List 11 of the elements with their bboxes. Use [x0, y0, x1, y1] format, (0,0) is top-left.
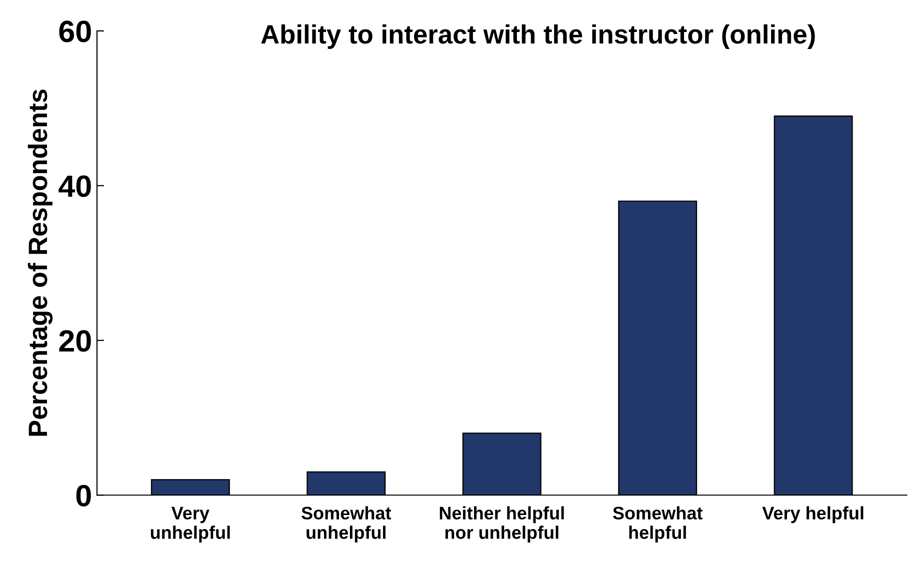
y-tick-label: 0 — [76, 484, 91, 506]
chart-title: Ability to interact with the instructor (online) — [261, 24, 815, 49]
x-tick-label: Very unhelpful — [150, 506, 230, 543]
y-tick-label: 60 — [59, 20, 91, 42]
x-tick-label: Neither helpful nor unhelpful — [440, 506, 564, 543]
y-axis-title: Percentage of Respondents — [28, 90, 53, 436]
y-tick-label: 20 — [59, 330, 91, 352]
x-tick-label: Somewhat unhelpful — [302, 506, 392, 543]
y-tick-label: 40 — [58, 175, 91, 198]
x-tick-label: Somewhat helpful — [612, 506, 703, 543]
x-tick-label: Very helpful — [762, 506, 864, 524]
